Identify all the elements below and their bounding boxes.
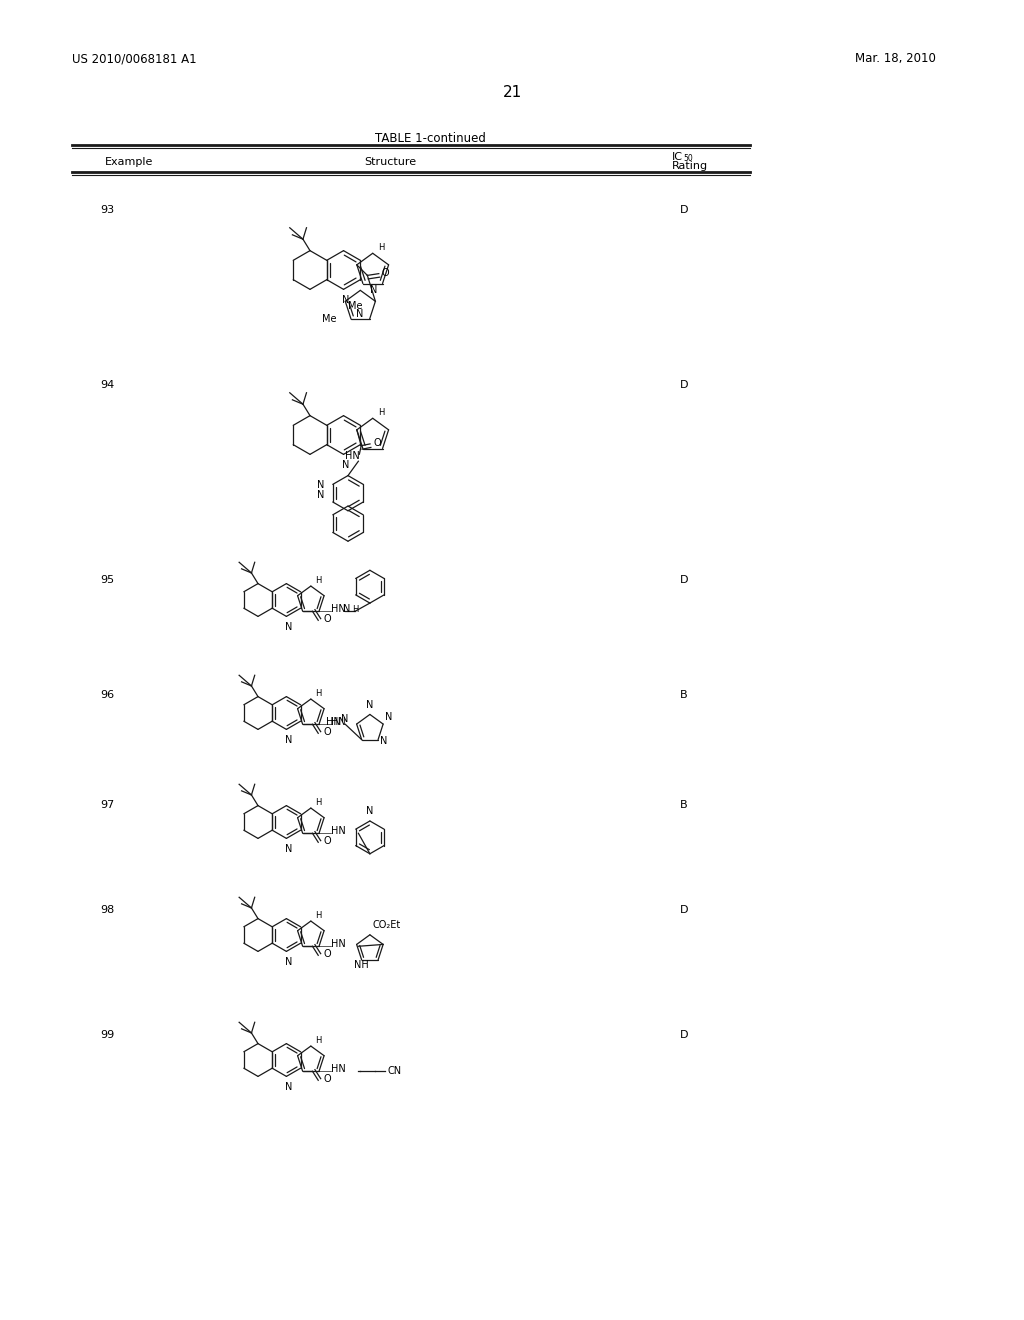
Text: B: B [680, 690, 688, 700]
Text: CN: CN [388, 1067, 401, 1076]
Text: N: N [370, 285, 377, 296]
Text: TABLE 1-continued: TABLE 1-continued [375, 132, 485, 145]
Text: HN: HN [331, 1064, 345, 1074]
Text: 50: 50 [683, 154, 693, 162]
Text: Me: Me [348, 301, 362, 312]
Text: H: H [378, 408, 384, 417]
Text: 21: 21 [503, 84, 521, 100]
Text: N: N [343, 605, 350, 614]
Text: O: O [373, 438, 381, 447]
Text: O: O [324, 837, 331, 846]
Text: N: N [342, 461, 349, 470]
Text: H: H [314, 1036, 322, 1045]
Text: O: O [324, 727, 331, 738]
Text: 99: 99 [100, 1030, 115, 1040]
Text: HN: HN [331, 605, 345, 614]
Text: O: O [324, 614, 331, 624]
Text: 98: 98 [100, 906, 115, 915]
Text: D: D [680, 576, 688, 585]
Text: N: N [317, 480, 325, 491]
Text: HN: HN [331, 717, 345, 727]
Text: N: N [367, 701, 374, 710]
Text: HN: HN [331, 940, 345, 949]
Text: Example: Example [105, 157, 154, 168]
Text: O: O [382, 268, 389, 277]
Text: N: N [317, 490, 325, 500]
Text: 93: 93 [100, 205, 114, 215]
Text: H: H [352, 605, 358, 614]
Text: D: D [680, 1030, 688, 1040]
Text: CO₂Et: CO₂Et [373, 920, 401, 929]
Text: HN: HN [326, 717, 340, 727]
Text: N: N [285, 1082, 292, 1093]
Text: O: O [324, 949, 331, 960]
Text: Me: Me [322, 314, 336, 323]
Text: HN: HN [331, 826, 345, 837]
Text: Structure: Structure [364, 157, 416, 168]
Text: Rating: Rating [672, 161, 709, 172]
Text: 95: 95 [100, 576, 114, 585]
Text: B: B [680, 800, 688, 810]
Text: N: N [356, 309, 364, 319]
Text: N: N [367, 807, 374, 816]
Text: H: H [314, 911, 322, 920]
Text: N: N [285, 845, 292, 854]
Text: N: N [285, 623, 292, 632]
Text: D: D [680, 380, 688, 389]
Text: Mar. 18, 2010: Mar. 18, 2010 [855, 51, 936, 65]
Text: N: N [341, 714, 348, 725]
Text: NH: NH [354, 960, 369, 970]
Text: D: D [680, 906, 688, 915]
Text: 97: 97 [100, 800, 115, 810]
Text: N: N [380, 735, 387, 746]
Text: H: H [378, 243, 384, 252]
Text: N: N [285, 735, 292, 746]
Text: HN: HN [345, 451, 360, 461]
Text: US 2010/0068181 A1: US 2010/0068181 A1 [72, 51, 197, 65]
Text: H: H [314, 576, 322, 585]
Text: 94: 94 [100, 380, 115, 389]
Text: N: N [285, 957, 292, 968]
Text: N: N [385, 711, 392, 722]
Text: N: N [342, 296, 349, 305]
Text: H: H [314, 689, 322, 698]
Text: H: H [314, 799, 322, 807]
Text: 96: 96 [100, 690, 114, 700]
Text: IC: IC [672, 152, 683, 162]
Text: O: O [324, 1074, 331, 1084]
Text: D: D [680, 205, 688, 215]
